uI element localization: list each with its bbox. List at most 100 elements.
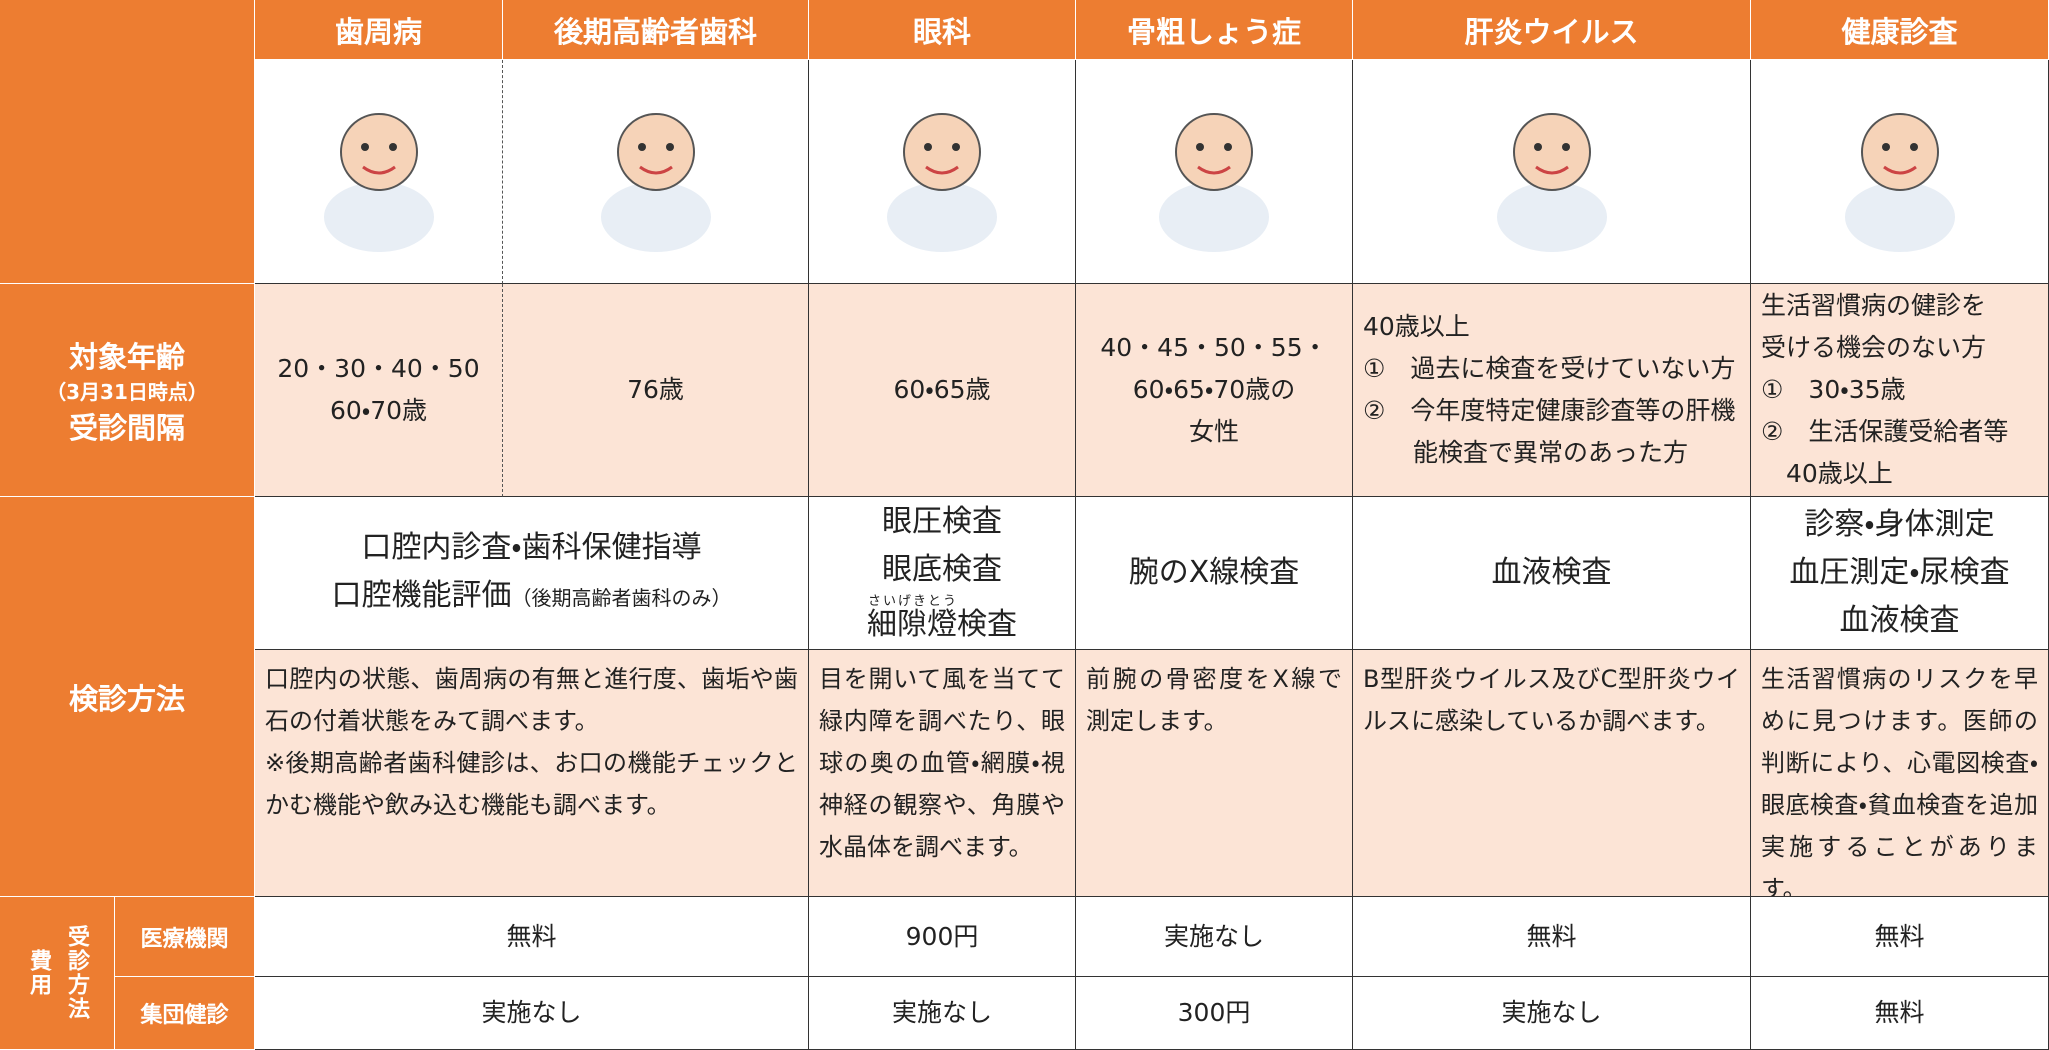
fee-cell: 300円 xyxy=(1076,977,1353,1050)
icon xyxy=(323,112,434,252)
cell-line: 60・70歳 xyxy=(329,396,428,425)
cell-line: ① 過去に検査を受けていない方 xyxy=(1363,354,1736,383)
fee-text: 300円 xyxy=(1177,998,1251,1027)
fee-text: 無料 xyxy=(1874,921,1925,951)
fee-row-label: 集団健診 xyxy=(115,977,255,1050)
label-line: 対象年齢 xyxy=(68,339,185,374)
cell-line: 60・65・70歳の xyxy=(1132,375,1296,404)
icon xyxy=(1159,112,1269,252)
cell-line: 口腔内診査・歯科保健指導 xyxy=(361,530,702,565)
label-line: 受診間隔 xyxy=(68,410,185,445)
header-text: 骨粗しょう症 xyxy=(1126,14,1301,49)
icon xyxy=(1844,112,1955,252)
fee-text: 費用 xyxy=(26,949,51,997)
ruby-base: 細隙燈 xyxy=(867,606,957,642)
fee-text: 無料 xyxy=(1874,998,1925,1027)
cell-line: 40歳以上 xyxy=(1761,459,1893,488)
header-text: 眼科 xyxy=(912,14,971,49)
age-cell: 20・30・40・50 60・70歳 xyxy=(255,284,503,497)
age-cell: 生活習慣病の健診を 受ける機会のない方 ① 30・35歳 ② 生活保護受給者等 40歳… xyxy=(1751,284,2049,497)
fee-cell: 無料 xyxy=(1751,897,2049,977)
cell-line: ① 30・35歳 xyxy=(1761,375,1906,404)
description-cell: B型肝炎ウイルス及びC型肝炎ウイルスに感染しているか調べます。 xyxy=(1353,650,1751,897)
fee-row-label: 医療機関 xyxy=(115,897,255,977)
method-cell: 診察・身体測定 血圧測定・尿検査 血液検査 xyxy=(1751,497,2049,650)
age-cell: 76歳 xyxy=(503,284,809,497)
column-header: 後期高齢者歯科 xyxy=(503,0,809,60)
icon xyxy=(600,112,711,252)
fee-text: 900円 xyxy=(905,921,979,951)
label-text: 医療機関 xyxy=(140,926,229,952)
cell-line: 能検査で異常のあった方 xyxy=(1363,438,1689,467)
fee-text: 実施なし xyxy=(891,998,992,1027)
column-header: 眼科 xyxy=(809,0,1076,60)
fee-text: 無料 xyxy=(1526,921,1577,951)
header-text: 肝炎ウイルス xyxy=(1464,14,1639,49)
header-text: 歯周病 xyxy=(334,14,422,49)
method-cell: 血液検査 xyxy=(1353,497,1751,650)
row-label: 検診方法 xyxy=(0,497,255,897)
row-label: 対象年齢 （3月31日時点） 受診間隔 xyxy=(0,284,255,497)
cell-line: ② 今年度特定健康診査等の肝機 xyxy=(1363,396,1736,425)
age-cell: 60・65歳 xyxy=(809,284,1076,497)
fee-cell: 無料 xyxy=(1353,897,1751,977)
fee-text: 実施なし xyxy=(481,998,582,1027)
cell-line: 診察・身体測定 xyxy=(1804,507,1995,542)
fee-cell: 無料 xyxy=(255,897,809,977)
method-cell: 腕のX線検査 xyxy=(1076,497,1353,650)
cell-line: ② 生活保護受給者等 xyxy=(1761,417,2009,446)
cell-line: 血圧測定・尿検査 xyxy=(1789,555,2010,590)
corner xyxy=(0,0,255,284)
column-header: 歯周病 xyxy=(255,0,503,60)
cell-line: 女性 xyxy=(1188,417,1239,446)
fee-text: 実施なし xyxy=(1163,921,1264,951)
method-cell: 口腔内診査・歯科保健指導口腔機能評価（後期高齢者歯科のみ） xyxy=(255,497,809,650)
line-note: （後期高齢者歯科のみ） xyxy=(511,586,732,610)
line-part: 検査 xyxy=(957,606,1017,642)
illustration xyxy=(1751,60,2049,284)
cell-line: 腕のX線検査 xyxy=(1128,555,1300,590)
column-header: 健康診査 xyxy=(1751,0,2049,60)
header-text: 健康診査 xyxy=(1841,14,1958,49)
column-header: 肝炎ウイルス xyxy=(1353,0,1751,60)
cell-line: 口腔機能評価（後期高齢者歯科のみ） xyxy=(332,572,732,622)
fee-cell: 実施なし xyxy=(809,977,1076,1050)
age-cell: 40歳以上 ① 過去に検査を受けていない方 ② 今年度特定健康診査等の肝機 能検査で… xyxy=(1353,284,1751,497)
line-part: 口腔機能評価 xyxy=(331,578,512,613)
fee-cell: 無料 xyxy=(1751,977,2049,1050)
fee-cell: 実施なし xyxy=(1076,897,1353,977)
cell-line: 40・45・50・55・ xyxy=(1100,333,1328,362)
label-line: （3月31日時点） xyxy=(46,379,208,404)
cell-line: 血液検査 xyxy=(1839,603,1960,638)
paragraph: 前腕の骨密度をX線で測定します。 xyxy=(1086,665,1342,735)
ruby: 細隙燈さいげきとう xyxy=(867,594,957,642)
cell-line: 細隙燈さいげきとう検査 xyxy=(867,594,1017,649)
age-cell: 40・45・50・55・ 60・65・70歳の 女性 xyxy=(1076,284,1353,497)
fee-text: 無料 xyxy=(506,921,557,951)
label-text: 検診方法 xyxy=(68,681,185,716)
cell-line: 40歳以上 xyxy=(1363,312,1470,341)
cell-line: 眼圧検査 xyxy=(882,503,1002,539)
description-cell: 目を開いて風を当てて緑内障を調べたり、眼球の奥の血管・網膜・視神経の観察や、角膜… xyxy=(809,650,1076,897)
fee-cell: 900円 xyxy=(809,897,1076,977)
illustration xyxy=(1353,60,1751,284)
label-text: 集団健診 xyxy=(140,1003,229,1028)
paragraph: ※後期高齢者歯科健診は、お口の機能チェックとかむ機能や飲み込む機能も調べます。 xyxy=(265,749,798,819)
paragraph: 生活習慣病のリスクを早めに見つけます。医師の判断により、心電図検査・眼底検査・貧… xyxy=(1761,665,2038,897)
fee-label: 費用 受診方法 xyxy=(0,897,115,1050)
cell-line: 受ける機会のない方 xyxy=(1761,333,1987,362)
icon xyxy=(1496,112,1607,252)
cell-line: 76歳 xyxy=(627,375,684,404)
description-cell: 生活習慣病のリスクを早めに見つけます。医師の判断により、心電図検査・眼底検査・貧… xyxy=(1751,650,2049,897)
illustration xyxy=(1076,60,1353,284)
description-cell: 前腕の骨密度をX線で測定します。 xyxy=(1076,650,1353,897)
method-cell: 眼圧検査 眼底検査 細隙燈さいげきとう検査 xyxy=(809,497,1076,650)
cell-line: 生活習慣病の健診を xyxy=(1761,291,1987,320)
paragraph: 目を開いて風を当てて緑内障を調べたり、眼球の奥の血管・網膜・視神経の観察や、角膜… xyxy=(819,665,1065,861)
illustration xyxy=(503,60,809,284)
column-header: 骨粗しょう症 xyxy=(1076,0,1353,60)
illustration xyxy=(809,60,1076,284)
venue-text: 受診方法 xyxy=(64,925,89,1021)
paragraph: B型肝炎ウイルス及びC型肝炎ウイルスに感染しているか調べます。 xyxy=(1363,665,1740,735)
